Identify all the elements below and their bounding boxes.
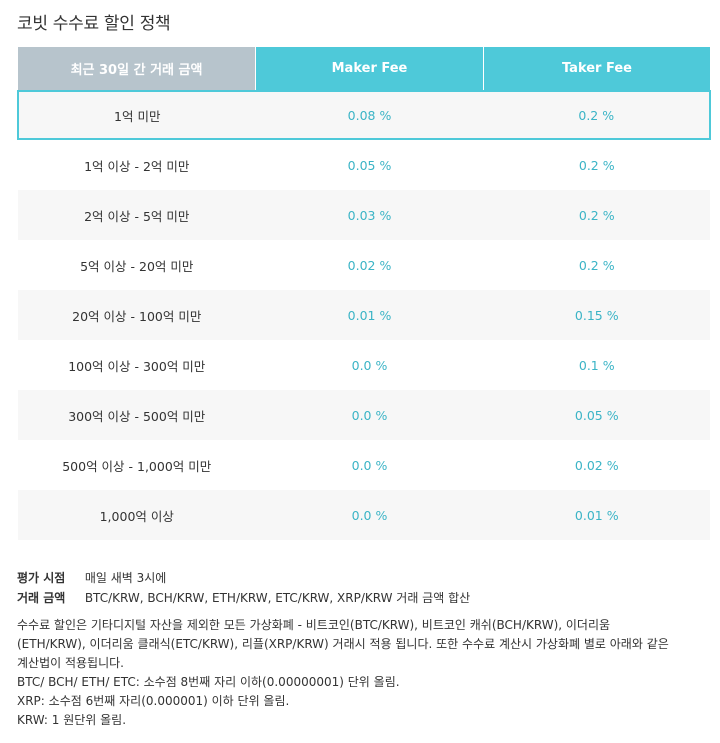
note-line: BTC/ BCH/ ETH/ ETC: 소수점 8번째 자리 이하(0.0000… (17, 675, 400, 689)
header-trade-amount: 최근 30일 간 거래 금액 (18, 47, 256, 91)
row-taker-fee: 0.2 % (483, 240, 710, 290)
table-row: 1,000억 이상 0.0 % 0.01 % (18, 490, 710, 540)
row-taker-fee: 0.15 % (483, 290, 710, 340)
table-row: 1억 이상 - 2억 미만 0.05 % 0.2 % (18, 139, 710, 190)
note-line: (ETH/KRW), 이더리움 클래식(ETC/KRW), 리플(XRP/KRW… (17, 637, 669, 651)
note-line: KRW: 1 원단위 올림. (17, 713, 127, 727)
table-row: 1억 미만 0.08 % 0.2 % (17, 90, 711, 140)
row-maker-fee: 0.05 % (255, 139, 484, 190)
row-maker-fee: 0.0 % (255, 340, 484, 390)
row-maker-fee: 0.0 % (255, 490, 484, 540)
row-maker-fee: 0.08 % (255, 90, 484, 140)
table-header-row: 최근 30일 간 거래 금액 Maker Fee Taker Fee (18, 47, 710, 91)
table-row: 500억 이상 - 1,000억 미만 0.0 % 0.02 % (18, 440, 710, 490)
table-row: 100억 이상 - 300억 미만 0.0 % 0.1 % (18, 340, 710, 390)
note-line: 수수료 할인은 기타디지털 자산을 제외한 모든 가상화폐 - 비트코인(BTC… (17, 618, 611, 632)
table-row: 300억 이상 - 500억 미만 0.0 % 0.05 % (18, 390, 710, 440)
page-title: 코빗 수수료 할인 정책 (17, 14, 171, 34)
row-taker-fee: 0.2 % (483, 190, 710, 240)
row-taker-fee: 0.01 % (483, 490, 710, 540)
fee-notes: 수수료 할인은 기타디지털 자산을 제외한 모든 가상화폐 - 비트코인(BTC… (17, 616, 707, 730)
row-maker-fee: 0.01 % (255, 290, 484, 340)
note-line: XRP: 소수점 6번째 자리(0.000001) 이하 단위 올림. (17, 694, 290, 708)
row-amount: 20억 이상 - 100억 미만 (18, 290, 256, 340)
row-amount: 5억 이상 - 20억 미만 (18, 240, 256, 290)
row-maker-fee: 0.03 % (255, 190, 484, 240)
row-amount: 300억 이상 - 500억 미만 (18, 390, 256, 440)
row-maker-fee: 0.0 % (255, 440, 484, 490)
row-taker-fee: 0.1 % (483, 340, 710, 390)
row-amount: 2억 이상 - 5억 미만 (18, 190, 256, 240)
row-taker-fee: 0.02 % (483, 440, 710, 490)
note-line: 계산법이 적용됩니다. (17, 656, 124, 670)
trade-amount-row: 거래 금액 BTC/KRW, BCH/KRW, ETH/KRW, ETC/KRW… (17, 588, 707, 608)
row-maker-fee: 0.0 % (255, 390, 484, 440)
eval-time-label: 평가 시점 (17, 571, 66, 585)
row-amount: 1억 이상 - 2억 미만 (18, 139, 256, 190)
header-taker-fee: Taker Fee (483, 47, 710, 91)
header-maker-fee: Maker Fee (255, 47, 484, 91)
trade-amount-label: 거래 금액 (17, 591, 66, 605)
trade-amount-value: BTC/KRW, BCH/KRW, ETH/KRW, ETC/KRW, XRP/… (84, 591, 471, 605)
row-maker-fee: 0.02 % (255, 240, 484, 290)
table-row: 5억 이상 - 20억 미만 0.02 % 0.2 % (18, 240, 710, 290)
row-amount: 100억 이상 - 300억 미만 (18, 340, 256, 390)
eval-time-value: 매일 새벽 3시에 (84, 571, 167, 585)
row-taker-fee: 0.2 % (483, 90, 711, 140)
row-taker-fee: 0.2 % (483, 139, 710, 190)
row-amount: 500억 이상 - 1,000억 미만 (18, 440, 256, 490)
fee-table: 최근 30일 간 거래 금액 Maker Fee Taker Fee 1억 미만… (17, 47, 711, 540)
row-amount: 1,000억 이상 (18, 490, 256, 540)
fee-info-section: 평가 시점 매일 새벽 3시에 거래 금액 BTC/KRW, BCH/KRW, … (17, 568, 707, 730)
eval-time-row: 평가 시점 매일 새벽 3시에 (17, 568, 707, 588)
table-row: 20억 이상 - 100억 미만 0.01 % 0.15 % (18, 290, 710, 340)
row-taker-fee: 0.05 % (483, 390, 710, 440)
table-row: 2억 이상 - 5억 미만 0.03 % 0.2 % (18, 190, 710, 240)
row-amount: 1억 미만 (17, 90, 256, 140)
